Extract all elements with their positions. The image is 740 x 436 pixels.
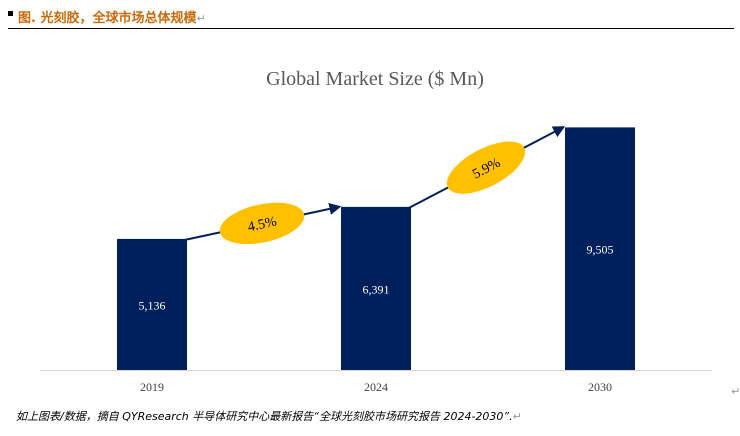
x-tick-label: 2024 bbox=[364, 380, 388, 394]
growth-badge: 5.9% bbox=[446, 141, 526, 194]
bar-2030 bbox=[565, 127, 635, 371]
bar-2019 bbox=[117, 238, 187, 370]
bar-value-label: 6,391 bbox=[363, 282, 390, 296]
bar-value-label: 5,136 bbox=[139, 298, 166, 312]
growth-ellipse bbox=[219, 202, 305, 245]
figure-header: 图. 光刻胶，全球市场总体规模↵ bbox=[8, 4, 734, 29]
return-mark-icon: ↵ bbox=[512, 410, 522, 423]
source-footnote: 如上图表/数据，摘自 QYResearch 半导体研究中心最新报告“全球光刻胶市… bbox=[16, 408, 522, 424]
x-tick-label: 2019 bbox=[140, 380, 164, 394]
bullet-icon bbox=[8, 11, 13, 16]
x-tick-label: 2030 bbox=[588, 380, 612, 394]
return-mark-icon: ↵ bbox=[731, 385, 740, 398]
bar-2024 bbox=[341, 206, 411, 370]
return-mark-icon: ↵ bbox=[196, 12, 206, 25]
bar-value-label: 9,505 bbox=[587, 243, 614, 257]
market-size-chart: Global Market Size ($ Mn) 5,136 2019 6,391 2… bbox=[40, 68, 712, 394]
growth-ellipse bbox=[446, 141, 526, 194]
growth-badge: 4.5% bbox=[219, 202, 305, 245]
figure-title-text: 图. 光刻胶，全球市场总体规模 bbox=[18, 11, 197, 26]
source-text: 如上图表/数据，摘自 QYResearch 半导体研究中心最新报告“全球光刻胶市… bbox=[16, 410, 513, 423]
figure-title: 图. 光刻胶，全球市场总体规模↵ bbox=[18, 7, 206, 26]
chart-title: Global Market Size ($ Mn) bbox=[266, 68, 484, 90]
growth-rate-label: 4.5% bbox=[246, 214, 278, 235]
